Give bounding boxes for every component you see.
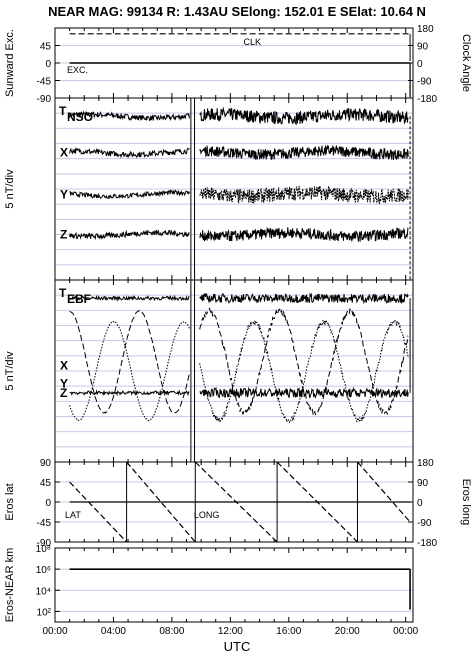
- series-ebf-y: [69, 320, 190, 422]
- y-tick-label: -45: [37, 77, 52, 88]
- y-tick-label: 10²: [37, 607, 52, 618]
- series-nso-z: [69, 229, 190, 241]
- y-axis-label-right: Clock Angle: [460, 34, 472, 92]
- series-nso-x: [199, 144, 409, 160]
- trace-label-sub: NSO: [67, 110, 93, 124]
- y-tick-label: -90: [37, 538, 52, 549]
- y-tick-label: 10⁴: [36, 586, 51, 597]
- series-nso-t: [69, 110, 190, 122]
- component-label-z: Z: [60, 386, 67, 400]
- series-ebf-z: [199, 386, 409, 400]
- panel-nso: T NSO X Y Z 5 nT/div: [4, 98, 413, 280]
- y-tick-label: 10⁸: [36, 544, 51, 555]
- annotation-clk: CLK: [244, 37, 262, 47]
- annotation-long: LONG: [194, 510, 220, 520]
- x-tick-label: 08:00: [159, 626, 184, 637]
- y-tick-label: 0: [45, 498, 51, 509]
- series-ebf-x: [69, 310, 190, 414]
- series-ebf-t: [199, 292, 409, 305]
- y-axis-label-left: Eros lat: [4, 483, 16, 520]
- y-tick-label: 45: [40, 478, 52, 489]
- panel-sunward-exc: 45 0 -45 -90 180 90 0 -90 -180 CLK EXC. Sunward Exc…: [4, 24, 472, 105]
- y-tick-label-right: -180: [417, 538, 437, 549]
- trace-label-t: T: [59, 286, 67, 300]
- y-axis-label-right: Eros long: [460, 479, 472, 525]
- y-tick-label-right: 180: [417, 24, 434, 35]
- series-long: [69, 461, 411, 543]
- x-axis-label: UTC: [224, 639, 251, 654]
- panel-frame: [54, 461, 414, 543]
- series-nso-x: [69, 147, 190, 159]
- x-tick-label: 20:00: [335, 626, 360, 637]
- component-label-x: X: [60, 359, 68, 373]
- chart-title: NEAR MAG: 99134 R: 1.43AU SElong: 152.01…: [48, 4, 426, 19]
- panel-eros-near-km: 10⁸ 10⁶ 10⁴ 10² Eros-NEAR km: [4, 544, 413, 622]
- x-tick-label: 00:00: [42, 626, 67, 637]
- panel-eros-lat-long: 90 45 0 -45 -90 180 90 0 -90 -180 LAT LONG Eros lat E…: [4, 458, 472, 549]
- component-label-x: X: [60, 146, 68, 160]
- annotation-lat: LAT: [65, 510, 81, 520]
- x-tick-label: 04:00: [101, 626, 126, 637]
- y-tick-label-right: -180: [417, 94, 437, 105]
- y-tick-label-right: -90: [417, 518, 432, 529]
- y-tick-label: 90: [40, 458, 52, 469]
- trace-label-sub: EBF: [67, 292, 91, 306]
- y-axis-label: 5 nT/div: [4, 351, 16, 391]
- panels: 45 0 -45 -90 180 90 0 -90 -180 CLK EXC. Sunward Exc…: [4, 24, 472, 623]
- y-tick-label: -90: [37, 94, 52, 105]
- component-label-z: Z: [60, 228, 67, 242]
- annotation-exc: EXC.: [67, 65, 88, 75]
- y-tick-label-right: -90: [417, 77, 432, 88]
- trace-label-t: T: [59, 104, 67, 118]
- y-tick-label-right: 180: [417, 458, 434, 469]
- y-tick-label-right: 0: [417, 59, 423, 70]
- x-tick-label: 12:00: [218, 626, 243, 637]
- series-nso-y: [69, 189, 190, 200]
- x-tick-label: 00:00: [393, 626, 418, 637]
- y-axis-label-left: Sunward Exc.: [4, 29, 16, 97]
- series-ebf-z: [69, 389, 190, 397]
- panel-frame: [54, 547, 414, 623]
- y-tick-label: 10⁶: [36, 565, 51, 576]
- x-axis: 00:00 04:00 08:00 12:00 16:00 20:00 00:00: [42, 626, 418, 637]
- y-tick-label: 45: [40, 42, 52, 53]
- y-tick-label: -45: [37, 518, 52, 529]
- y-tick-label: 0: [45, 59, 51, 70]
- component-label-y: Y: [60, 377, 68, 391]
- series-nso-t: [199, 106, 409, 126]
- series-nso-y: [199, 185, 409, 205]
- series-ebf-t: [69, 294, 190, 302]
- series-ebf-y: [199, 318, 409, 424]
- series-ebf-x: [199, 307, 409, 417]
- panel-ebf: T EBF XYZ 5 nT/div: [4, 280, 413, 462]
- series-nso-z: [199, 226, 409, 242]
- component-label-y: Y: [60, 187, 68, 201]
- y-axis-label: 5 nT/div: [4, 169, 16, 209]
- y-axis-label: Eros-NEAR km: [4, 548, 16, 623]
- y-tick-label-right: 90: [417, 478, 429, 489]
- x-tick-label: 16:00: [276, 626, 301, 637]
- y-tick-label-right: 0: [417, 498, 423, 509]
- y-tick-label-right: 90: [417, 42, 429, 53]
